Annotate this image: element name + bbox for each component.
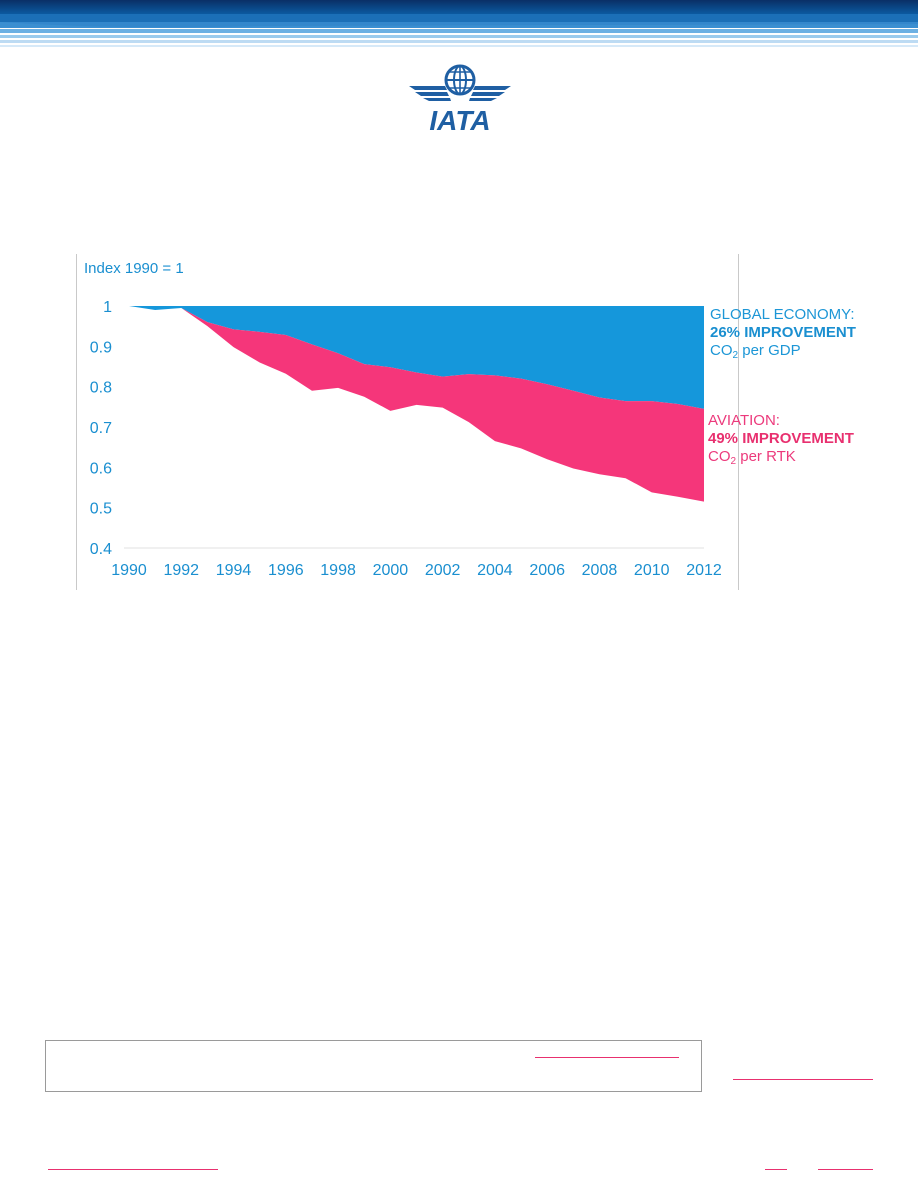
y-tick-label: 1	[103, 299, 112, 316]
global-economy-annotation: GLOBAL ECONOMY: 26% IMPROVEMENT CO2 per …	[710, 306, 856, 361]
x-tick-label: 2006	[529, 562, 565, 579]
global-economy-improvement: 26% IMPROVEMENT	[710, 324, 856, 341]
logo-wordmark: IATA	[429, 105, 490, 136]
footer-link-right-2[interactable]	[818, 1169, 873, 1170]
x-tick-label: 2002	[425, 562, 461, 579]
x-tick-label: 2010	[634, 562, 670, 579]
side-link[interactable]	[733, 1079, 873, 1080]
x-tick-label: 1992	[163, 562, 199, 579]
iata-logo: IATA	[409, 64, 511, 136]
x-tick-label: 2000	[373, 562, 409, 579]
series-area-global-economy	[129, 306, 704, 409]
aviation-metric: CO2 per RTK	[708, 448, 796, 467]
y-tick-label: 0.6	[90, 460, 112, 477]
aviation-title: AVIATION:	[708, 412, 780, 429]
x-tick-label: 1990	[111, 562, 147, 579]
header-banner	[0, 0, 918, 47]
co2-efficiency-area-chart: Index 1990 = 1 1 0.9 0.8 0.7 0.6 0.5 0.4 1990 1…	[84, 260, 722, 579]
global-economy-title: GLOBAL ECONOMY:	[710, 306, 855, 323]
y-tick-label: 0.8	[90, 380, 112, 397]
y-axis-label: Index 1990 = 1	[84, 260, 184, 277]
y-tick-label: 0.9	[90, 339, 112, 356]
global-economy-metric: CO2 per GDP	[710, 342, 801, 361]
y-tick-label: 0.5	[90, 501, 112, 518]
x-tick-label: 2012	[686, 562, 722, 579]
x-tick-label: 2008	[582, 562, 618, 579]
x-tick-label: 1996	[268, 562, 304, 579]
aviation-improvement: 49% IMPROVEMENT	[708, 430, 854, 447]
chart-frame: Index 1990 = 1 1 0.9 0.8 0.7 0.6 0.5 0.4 1990 1…	[76, 254, 739, 590]
series-area-aviation	[129, 306, 704, 502]
y-tick-label: 0.7	[90, 420, 112, 437]
y-tick-label: 0.4	[90, 541, 112, 558]
info-box-link[interactable]	[535, 1057, 679, 1058]
x-tick-label: 1998	[320, 562, 356, 579]
info-box	[45, 1040, 702, 1092]
footer-link-right-1[interactable]	[765, 1169, 787, 1170]
x-tick-label: 1994	[216, 562, 252, 579]
globe-wings-icon	[409, 64, 511, 101]
aviation-annotation: AVIATION: 49% IMPROVEMENT CO2 per RTK	[708, 412, 854, 467]
x-tick-label: 2004	[477, 562, 513, 579]
footer-link-left[interactable]	[48, 1169, 218, 1170]
